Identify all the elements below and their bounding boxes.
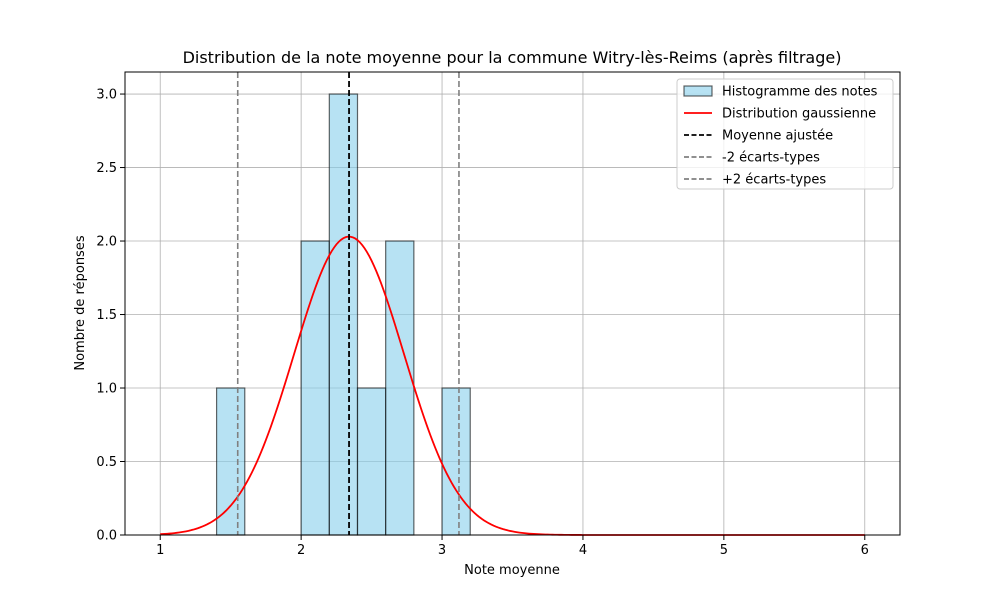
x-tick-label: 3 [438,543,446,558]
y-tick-label: 1.0 [96,382,117,397]
y-tick-label: 1.5 [96,308,117,323]
legend-minus-2sd-label: -2 écarts-types [722,151,820,166]
histogram-bar [328,93,359,536]
gaussian-curve [160,235,865,536]
x-tick-label: 4 [579,543,587,558]
y-tick-label: 2.5 [96,161,117,176]
x-tick-label: 6 [861,543,869,558]
x-tick-label: 2 [297,543,305,558]
axes: 1 2 3 4 5 6 0.0 0.5 1.0 1.5 2.0 2.5 3.0 [96,88,869,558]
y-tick-label: 3.0 [96,88,117,103]
chart-title: Distribution de la note moyenne pour la … [183,48,842,67]
x-axis-title: Note moyenne [464,563,560,578]
histogram-bar [441,387,471,536]
y-tick-label: 0.0 [96,529,117,544]
legend-histogram-swatch [683,85,713,97]
legend-plus-2sd-label: +2 écarts-types [722,173,826,188]
histogram-bar [215,387,246,536]
histogram-bars [215,93,471,536]
y-tick-label: 2.0 [96,235,117,250]
legend: Histogramme des notes Distribution gaussi… [676,78,894,190]
legend-mean-label: Moyenne ajustée [722,129,833,144]
x-tick-label: 1 [156,543,164,558]
x-tick-label: 5 [720,543,728,558]
legend-histogram-label: Histogramme des notes [722,85,878,100]
gaussian-curve-layer [160,235,865,536]
y-axis-title: Nombre de réponses [73,235,88,370]
histogram-bar [356,387,387,536]
histogram-bar [300,240,330,536]
histogram-bar [385,240,415,536]
y-tick-label: 0.5 [96,455,117,470]
plot-frame [124,71,901,536]
legend-box [676,78,894,190]
reference-lines [236,72,460,535]
legend-gaussian-label: Distribution gaussienne [722,107,876,122]
